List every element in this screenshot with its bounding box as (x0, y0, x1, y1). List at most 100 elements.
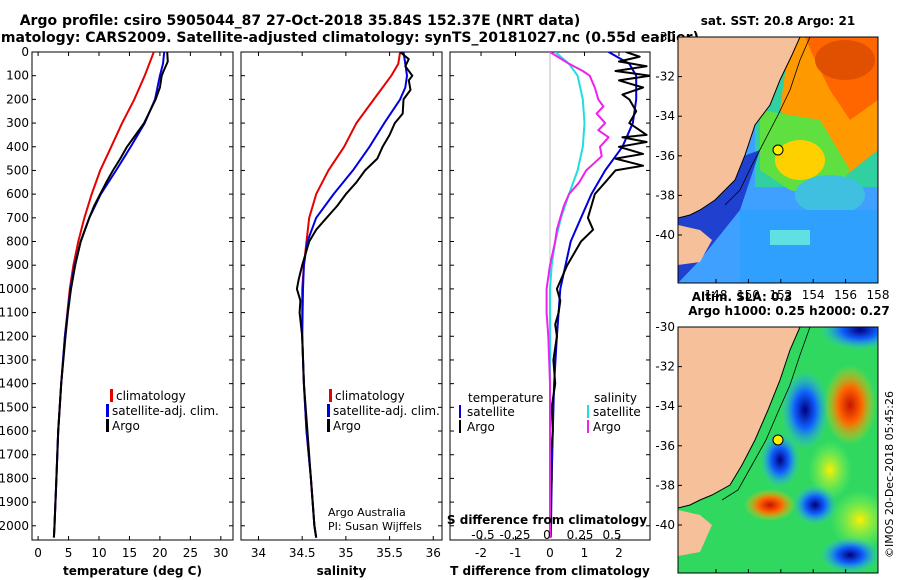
x-tick-label: 20 (152, 546, 167, 560)
depth-tick-label: 2000 (0, 519, 29, 533)
legend-label-argo: Argo (333, 419, 361, 433)
salinity-annotation-line1: Argo Australia (328, 506, 406, 519)
series-group (52, 52, 169, 538)
legend-swatch-satellite (327, 404, 330, 417)
sst-map: sat. SST: 20.8 Argo: 21 (677, 14, 879, 284)
map-lon-label: 156 (834, 578, 857, 580)
legend-heading-salinity: salinity (594, 391, 637, 405)
plot-frame (31, 51, 234, 541)
legend-label-t-satellite: satellite (467, 405, 515, 419)
x-tick-label: 30 (213, 546, 228, 560)
x-tick-label: 36 (426, 546, 441, 560)
depth-tick-label: 1600 (0, 424, 29, 438)
map-lon-label: 150 (737, 578, 760, 580)
series-line-argo (295, 52, 414, 538)
legend-swatch-s-argo (587, 420, 589, 433)
x-tick-label: 10 (91, 546, 106, 560)
salinity-legend: climatology satellite-adj. clim. Argo (327, 389, 440, 433)
depth-tick-label: 1900 (0, 495, 29, 509)
sla-map: Altim. SLA: 0.3 Argo h1000: 0.25 h2000: … (677, 290, 890, 574)
map-lon-label: 156 (834, 288, 857, 302)
depth-tick-label: 700 (6, 211, 29, 225)
sla-map-title-line1: Altim. SLA: 0.3 (692, 290, 793, 304)
depth-tick-label: 1000 (0, 282, 29, 296)
map-lon-label: 154 (802, 578, 825, 580)
map-lon-label: 148 (705, 578, 728, 580)
map-lat-label: -36 (655, 439, 675, 453)
series-line-argo (52, 52, 169, 538)
depth-tick-label: 1500 (0, 400, 29, 414)
map-lon-label: 148 (705, 288, 728, 302)
legend-label-t-argo: Argo (467, 420, 495, 434)
legend-label-s-satellite: satellite (593, 405, 641, 419)
figure-title-line2: Climatology: CARS2009. Satellite-adjuste… (0, 30, 699, 46)
difference-legend: temperature satellite Argo salinity sate… (459, 391, 641, 434)
x-tick-label: 25 (183, 546, 198, 560)
map-lat-label: -40 (655, 518, 675, 532)
depth-tick-label: 1100 (0, 306, 29, 320)
map-lat-label: -30 (655, 320, 675, 334)
map-lon-label: 152 (769, 288, 792, 302)
legend-label-s-argo: Argo (593, 420, 621, 434)
series-group (295, 52, 414, 538)
argo-float-marker (772, 144, 784, 156)
depth-tick-label: 300 (6, 116, 29, 130)
legend-label-climatology: climatology (335, 389, 405, 403)
x-tick-label: 34 (251, 546, 266, 560)
legend-heading-temperature: temperature (468, 391, 543, 405)
legend-label-satellite: satellite-adj. clim. (112, 404, 219, 418)
map-lat-label: -32 (655, 360, 675, 374)
salinity-panel: 34 34.5 35 35.5 36 salinity (240, 51, 443, 578)
argo-float-marker (772, 434, 784, 446)
depth-tick-label: 1300 (0, 353, 29, 367)
map-lat-label: -34 (655, 109, 675, 123)
x-tick-label: 35.5 (376, 546, 403, 560)
series-line-s-argo (545, 52, 610, 538)
sla-map-title-line2: Argo h1000: 0.25 h2000: 0.27 (688, 304, 889, 318)
map-lat-label: -40 (655, 228, 675, 242)
depth-tick-label: 1700 (0, 448, 29, 462)
plot-frame (240, 51, 443, 541)
map-lon-label: 154 (802, 288, 825, 302)
depth-tick-label: 800 (6, 235, 29, 249)
legend-swatch-climatology (329, 389, 332, 402)
x-tick-label: 0 (546, 546, 554, 560)
x-tick-label: 2 (615, 546, 623, 560)
map-lat-label: -38 (655, 188, 675, 202)
legend-swatch-climatology (110, 389, 113, 402)
s-difference-tick-label: -0.25 (499, 528, 530, 542)
depth-tick-label: 1200 (0, 329, 29, 343)
x-axis-label: salinity (317, 564, 367, 578)
map-axes: -30 -32 -34 -36 -38 -40 148 150 152 154 156 158 -30 -… (655, 30, 889, 580)
map-lon-label: 150 (737, 288, 760, 302)
imos-stamp: ©IMOS 20-Dec-2018 05:45:26 (883, 391, 896, 558)
x-tick-label: 0 (34, 546, 42, 560)
x-tick-label: 34.5 (289, 546, 316, 560)
depth-tick-label: 200 (6, 92, 29, 106)
difference-panel: -2 -1 0 1 2 T difference from climatology (449, 51, 651, 578)
map-lat-label: -34 (655, 399, 675, 413)
figure-title-line1: Argo profile: csiro 5905044_87 27-Oct-20… (20, 13, 581, 29)
x-tick-label: -2 (475, 546, 487, 560)
map-lon-label: 158 (867, 578, 890, 580)
depth-tick-label: 900 (6, 258, 29, 272)
sst-map-title: sat. SST: 20.8 Argo: 21 (701, 14, 855, 28)
legend-swatch-satellite (106, 404, 109, 417)
series-line-t-argo (549, 52, 650, 538)
legend-label-satellite: satellite-adj. clim. (333, 404, 440, 418)
map-lat-label: -38 (655, 478, 675, 492)
legend-swatch-argo (106, 419, 109, 432)
x-axis-label: temperature (deg C) (63, 564, 202, 578)
s-difference-tick-label: 0 (543, 528, 551, 542)
depth-tick-label: 100 (6, 69, 29, 83)
legend-label-argo: Argo (112, 419, 140, 433)
x-tick-label: 35 (338, 546, 353, 560)
x-tick-label: 1 (581, 546, 589, 560)
depth-tick-label: 400 (6, 140, 29, 154)
s-difference-tick-label: 0.5 (602, 528, 621, 542)
depth-tick-label: 500 (6, 163, 29, 177)
x-tick-label: -1 (510, 546, 522, 560)
s-difference-ticks: -0.5 -0.25 0 0.25 0.5 (471, 528, 621, 542)
x-tick-label: 15 (122, 546, 137, 560)
